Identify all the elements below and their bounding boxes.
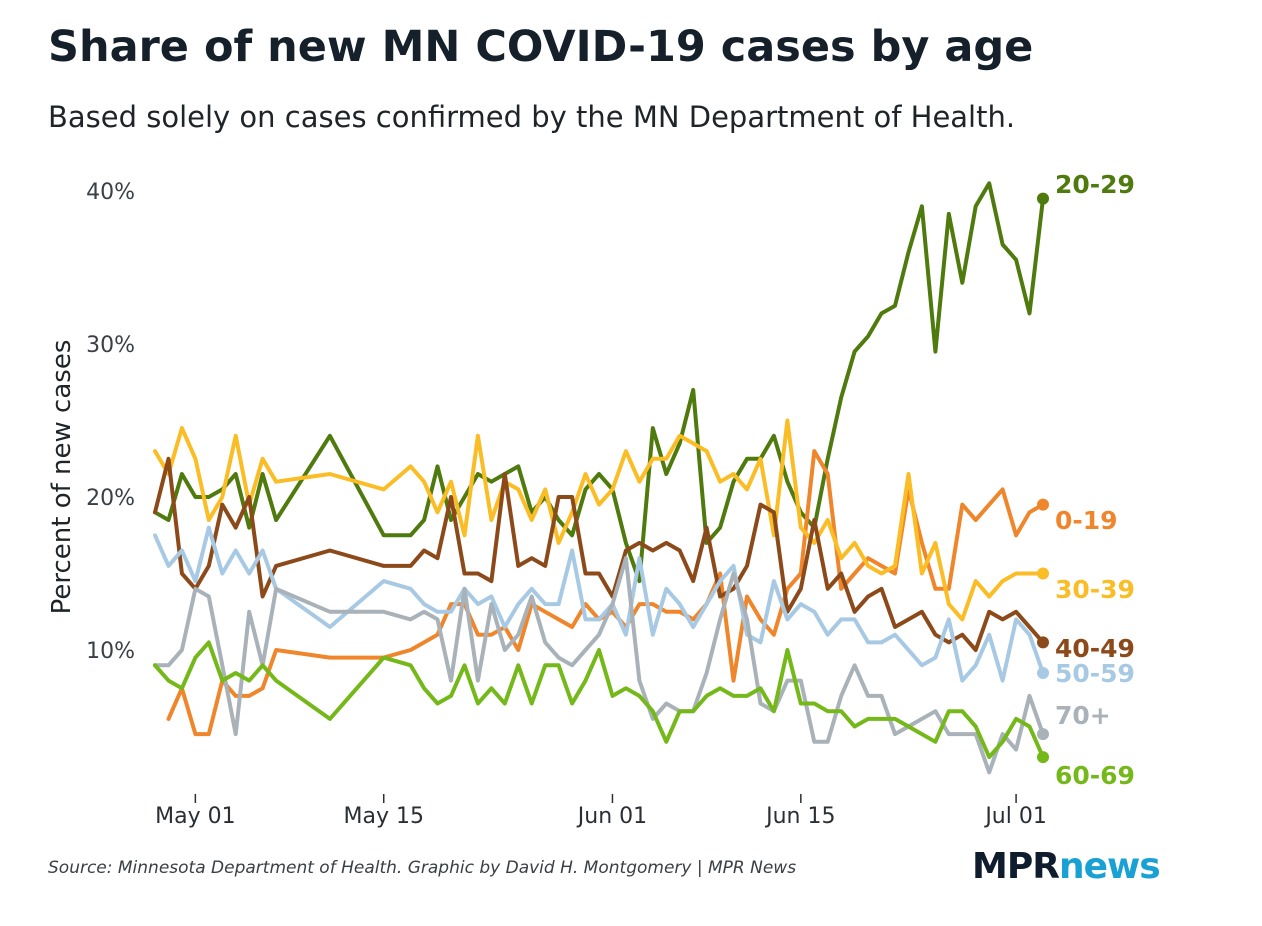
series-line-20-29 xyxy=(153,181,1045,584)
y-axis-label: Percent of new cases xyxy=(47,340,77,615)
series-end-dot-40-49 xyxy=(1037,636,1049,649)
series-label-50-59: 50-59 xyxy=(1055,659,1135,688)
series-end-dot-60-69 xyxy=(1037,751,1049,764)
y-tick-label: 10% xyxy=(86,639,135,664)
chart-subtitle: Based solely on cases confirmed by the M… xyxy=(48,100,1016,134)
series-end-dot-70+ xyxy=(1037,728,1049,741)
x-tick-label: Jun 15 xyxy=(764,804,835,829)
series-label-20-29: 20-29 xyxy=(1055,170,1135,199)
x-tick-label: Jun 01 xyxy=(576,804,647,829)
chart-title: Share of new MN COVID-19 cases by age xyxy=(48,22,1034,72)
series-line-60-69 xyxy=(153,640,1045,760)
series-label-60-69: 60-69 xyxy=(1055,761,1135,790)
x-tick-label: Jul 01 xyxy=(983,804,1047,829)
series-label-40-49: 40-49 xyxy=(1055,634,1135,663)
logo-news-text: news xyxy=(1058,846,1161,887)
source-note: Source: Minnesota Department of Health. … xyxy=(48,858,797,878)
series-label-70+: 70+ xyxy=(1055,701,1111,730)
x-tick-label: May 15 xyxy=(343,804,423,829)
series-line-70+ xyxy=(153,556,1045,775)
logo-mpr-text: MPR xyxy=(972,846,1060,887)
series-end-dot-0-19 xyxy=(1037,498,1049,511)
series-end-dot-50-59 xyxy=(1037,666,1049,679)
series-line-40-49 xyxy=(153,456,1045,652)
series-label-30-39: 30-39 xyxy=(1055,575,1135,604)
series-line-30-39 xyxy=(153,418,1045,622)
y-tick-label: 40% xyxy=(86,180,135,205)
series-label-0-19: 0-19 xyxy=(1055,506,1118,535)
series-end-dot-20-29 xyxy=(1037,192,1049,205)
series-line-50-59 xyxy=(153,525,1045,683)
mpr-news-logo: MPRnews xyxy=(972,846,1161,887)
x-tick-label: May 01 xyxy=(155,804,235,829)
y-tick-label: 20% xyxy=(86,486,135,511)
series-end-dot-30-39 xyxy=(1037,567,1049,580)
y-tick-label: 30% xyxy=(86,333,135,358)
